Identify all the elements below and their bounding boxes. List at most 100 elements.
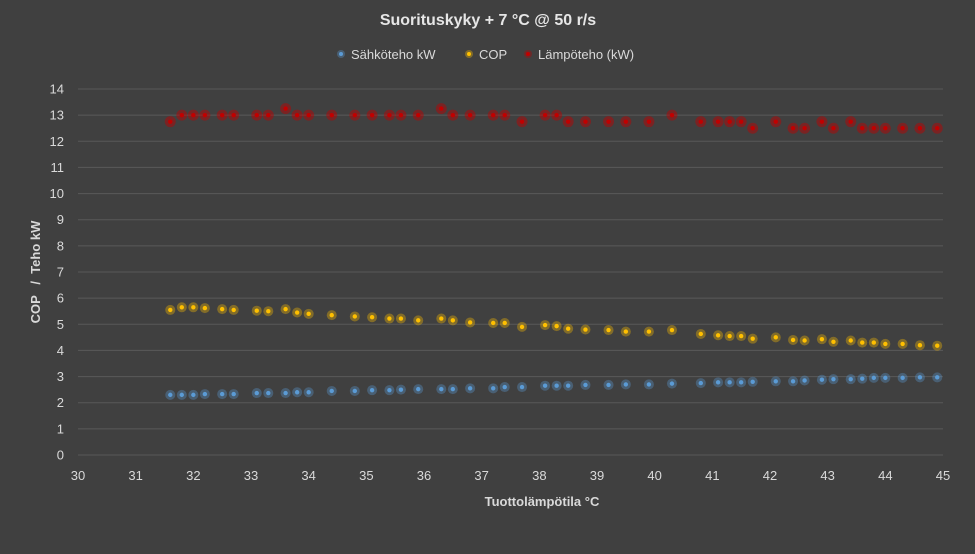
data-point-marker xyxy=(623,329,629,334)
data-point-marker xyxy=(669,112,675,118)
data-point xyxy=(413,315,424,326)
data-point-marker xyxy=(860,376,865,381)
data-point xyxy=(228,304,239,315)
data-point-marker xyxy=(294,390,300,395)
data-point xyxy=(580,379,591,390)
data-point xyxy=(395,109,407,121)
data-point-marker xyxy=(231,391,236,397)
data-point-marker xyxy=(542,112,548,118)
data-point-marker xyxy=(900,375,905,381)
data-point xyxy=(164,116,176,128)
data-point xyxy=(563,323,574,334)
data-point-marker xyxy=(179,392,184,398)
data-point xyxy=(620,326,631,337)
y-tick-label: 12 xyxy=(50,134,64,149)
data-point-marker xyxy=(294,310,300,315)
data-point xyxy=(176,389,187,400)
data-point xyxy=(897,122,909,134)
data-point xyxy=(643,116,655,128)
data-point xyxy=(251,109,263,121)
data-point xyxy=(643,326,654,337)
data-point-marker xyxy=(219,306,225,312)
data-point xyxy=(879,122,891,134)
data-point-marker xyxy=(935,375,940,380)
data-point xyxy=(499,382,510,393)
x-tick-label: 32 xyxy=(186,468,200,483)
data-point xyxy=(620,116,632,128)
data-point-marker xyxy=(738,333,744,339)
data-point-marker xyxy=(306,390,311,395)
data-point xyxy=(695,116,707,128)
data-point-marker xyxy=(266,309,271,314)
data-point-marker xyxy=(917,375,923,380)
data-point-marker xyxy=(554,112,559,118)
y-tick-label: 11 xyxy=(51,160,65,175)
data-point xyxy=(799,335,810,346)
data-point xyxy=(165,389,176,400)
data-point-marker xyxy=(266,390,271,396)
data-point-marker xyxy=(168,307,173,313)
data-point xyxy=(464,109,476,121)
data-point xyxy=(280,388,291,399)
data-point xyxy=(868,372,879,383)
data-point xyxy=(799,375,810,386)
data-point xyxy=(551,109,563,121)
legend-marker xyxy=(526,52,530,56)
data-point xyxy=(816,334,827,345)
data-point-marker xyxy=(750,126,755,131)
data-point-marker xyxy=(502,320,507,326)
data-point-marker xyxy=(623,382,629,387)
data-point xyxy=(199,389,210,400)
data-point-marker xyxy=(738,380,744,385)
data-point-marker xyxy=(715,333,721,338)
data-point xyxy=(367,385,378,396)
data-point xyxy=(539,109,551,121)
y-tick-label: 14 xyxy=(50,82,64,97)
data-point xyxy=(251,388,262,399)
y-tick-label: 4 xyxy=(57,343,64,358)
data-point xyxy=(349,109,361,121)
data-point-marker xyxy=(583,327,588,332)
data-point xyxy=(540,380,551,391)
data-point xyxy=(603,116,615,128)
data-point-marker xyxy=(191,392,196,398)
data-point-marker xyxy=(254,390,259,396)
data-point xyxy=(436,313,447,324)
data-point xyxy=(770,332,781,343)
data-point xyxy=(228,389,239,400)
data-point xyxy=(303,109,315,121)
data-point xyxy=(367,312,378,323)
legend-label: Lämpöteho (kW) xyxy=(538,47,634,62)
data-point xyxy=(326,385,337,396)
data-point xyxy=(540,320,551,331)
data-point-marker xyxy=(369,112,375,118)
data-point-marker xyxy=(387,112,392,118)
data-point xyxy=(517,382,528,393)
data-point-marker xyxy=(179,305,184,310)
data-point-marker xyxy=(352,388,357,394)
data-point xyxy=(932,372,943,383)
data-point-marker xyxy=(773,119,778,124)
data-point-marker xyxy=(502,384,507,390)
legend-marker xyxy=(467,52,471,56)
data-point xyxy=(263,306,274,317)
data-point xyxy=(413,384,424,395)
data-point-marker xyxy=(266,112,271,118)
data-point-marker xyxy=(329,388,334,394)
data-point xyxy=(291,109,303,121)
data-point-marker xyxy=(416,386,421,392)
data-point xyxy=(263,388,274,399)
data-point-marker xyxy=(329,112,334,118)
data-point xyxy=(736,377,747,388)
data-point-marker xyxy=(606,382,611,388)
data-point xyxy=(488,317,499,328)
data-point xyxy=(788,334,799,345)
data-point-marker xyxy=(191,112,196,118)
data-point xyxy=(217,304,228,315)
data-point-marker xyxy=(698,119,703,124)
data-point xyxy=(499,109,511,121)
data-point-marker xyxy=(802,126,807,131)
data-point-marker xyxy=(646,329,652,334)
data-point-marker xyxy=(669,327,675,333)
data-point xyxy=(303,308,314,319)
